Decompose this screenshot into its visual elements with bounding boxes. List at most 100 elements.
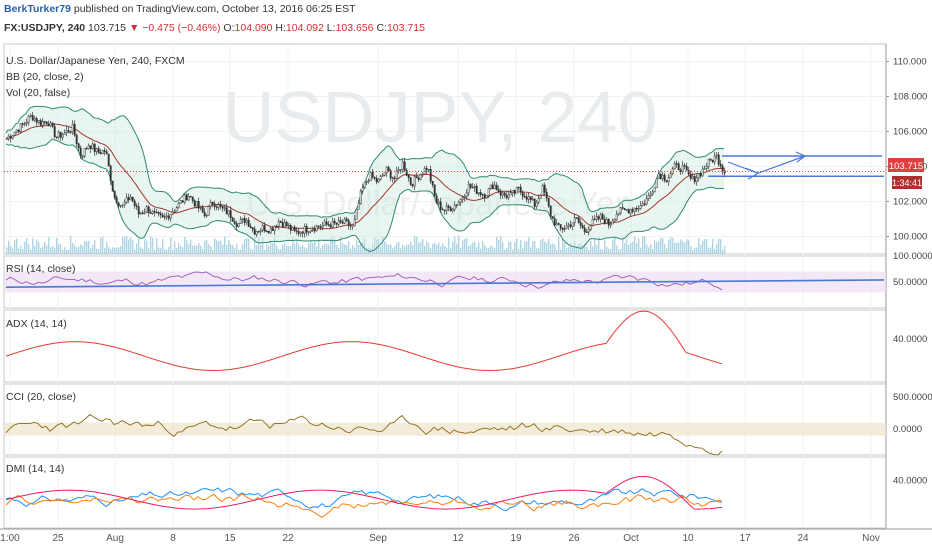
candle-body [435, 195, 438, 204]
volume-bar [182, 247, 184, 254]
volume-bar [654, 240, 656, 254]
volume-bar [184, 236, 186, 254]
candle-body [627, 209, 630, 214]
candle-body [389, 170, 392, 179]
volume-bar [280, 249, 282, 254]
candle-body [15, 129, 18, 133]
candle-body [71, 123, 74, 133]
candle-body [101, 150, 104, 155]
volume-bar [376, 240, 378, 254]
volume-bar [674, 242, 676, 254]
candle-body [351, 225, 354, 227]
volume-bar [44, 241, 46, 254]
volume-bar [214, 238, 216, 254]
candle-body [259, 229, 262, 232]
volume-bar [540, 240, 542, 254]
candle-body [103, 150, 106, 152]
volume-bar [318, 238, 320, 254]
candle-body [181, 200, 184, 203]
volume-bar [676, 242, 678, 254]
candle-body [687, 170, 690, 175]
volume-bar [74, 244, 76, 254]
volume-bar [298, 244, 300, 254]
candle-body [113, 191, 116, 198]
volume-bar [568, 247, 570, 254]
volume-bar [452, 241, 454, 254]
candle-body [57, 131, 60, 138]
candle-body [173, 210, 176, 213]
volume-bar [100, 237, 102, 254]
volume-bar [196, 245, 198, 254]
volume-bar [354, 247, 356, 254]
volume-bar [102, 236, 104, 254]
candle-body [387, 167, 390, 172]
candle-body [203, 211, 206, 216]
volume-bar [630, 243, 632, 254]
volume-bar [232, 245, 234, 254]
volume-bar [468, 246, 470, 254]
volume-bar [18, 248, 20, 254]
candle-body [447, 205, 450, 209]
author-link[interactable]: BerkTurker79 [4, 3, 71, 15]
candle-body [163, 216, 166, 218]
time-tick-label: 24 [797, 533, 809, 544]
candle-body [245, 219, 248, 223]
volume-bar [202, 249, 204, 254]
candle-body [77, 143, 80, 149]
candle-body [225, 207, 228, 215]
volume-bar [442, 243, 444, 254]
candle-body [643, 203, 646, 205]
volume-bar [158, 247, 160, 254]
volume-bar [700, 244, 702, 254]
time-tick-label: 26 [568, 533, 580, 544]
volume-bar [660, 237, 662, 254]
volume-bar [320, 248, 322, 254]
candle-body [705, 166, 708, 169]
candle-body [193, 200, 196, 207]
symbol-label[interactable]: FX:USDJPY, 240 [4, 22, 86, 34]
volume-bar [26, 237, 28, 254]
volume-bar [570, 243, 572, 254]
candle-body [271, 228, 274, 231]
candle-body [53, 126, 56, 138]
volume-bar [244, 238, 246, 254]
candle-body [639, 205, 642, 209]
volume-bar [470, 244, 472, 254]
high-label: H: [275, 22, 286, 34]
volume-bar [254, 236, 256, 254]
candle-body [111, 180, 114, 192]
candle-body [315, 225, 318, 232]
volume-bar [364, 238, 366, 254]
candle-body [27, 116, 30, 123]
volume-bar [702, 240, 704, 254]
candle-body [575, 217, 578, 219]
candle-body [59, 131, 62, 138]
volume-bar [650, 244, 652, 254]
last-price-tag: 103.715 [889, 161, 923, 172]
candle-body [419, 174, 422, 180]
candle-body [699, 173, 702, 177]
candle-body [441, 208, 444, 211]
candle-body [445, 205, 448, 211]
candle-body [561, 227, 564, 230]
candle-body [589, 225, 592, 230]
candle-body [385, 167, 388, 174]
volume-bar [524, 241, 526, 254]
candle-body [17, 129, 20, 132]
volume-bar [120, 246, 122, 254]
legend-bb: BB (20, close, 2) [6, 71, 84, 83]
candle-body [19, 123, 22, 132]
candle-body [571, 222, 574, 227]
volume-bar [444, 246, 446, 254]
candle-body [135, 205, 138, 207]
candle-body [513, 190, 516, 194]
candle-body [551, 216, 554, 219]
volume-bar [454, 236, 456, 254]
volume-bar [474, 241, 476, 254]
volume-bar [260, 244, 262, 254]
candle-body [457, 201, 460, 206]
candle-body [143, 211, 146, 214]
price-tick-label: 100.000 [893, 232, 927, 243]
volume-bar [234, 248, 236, 254]
